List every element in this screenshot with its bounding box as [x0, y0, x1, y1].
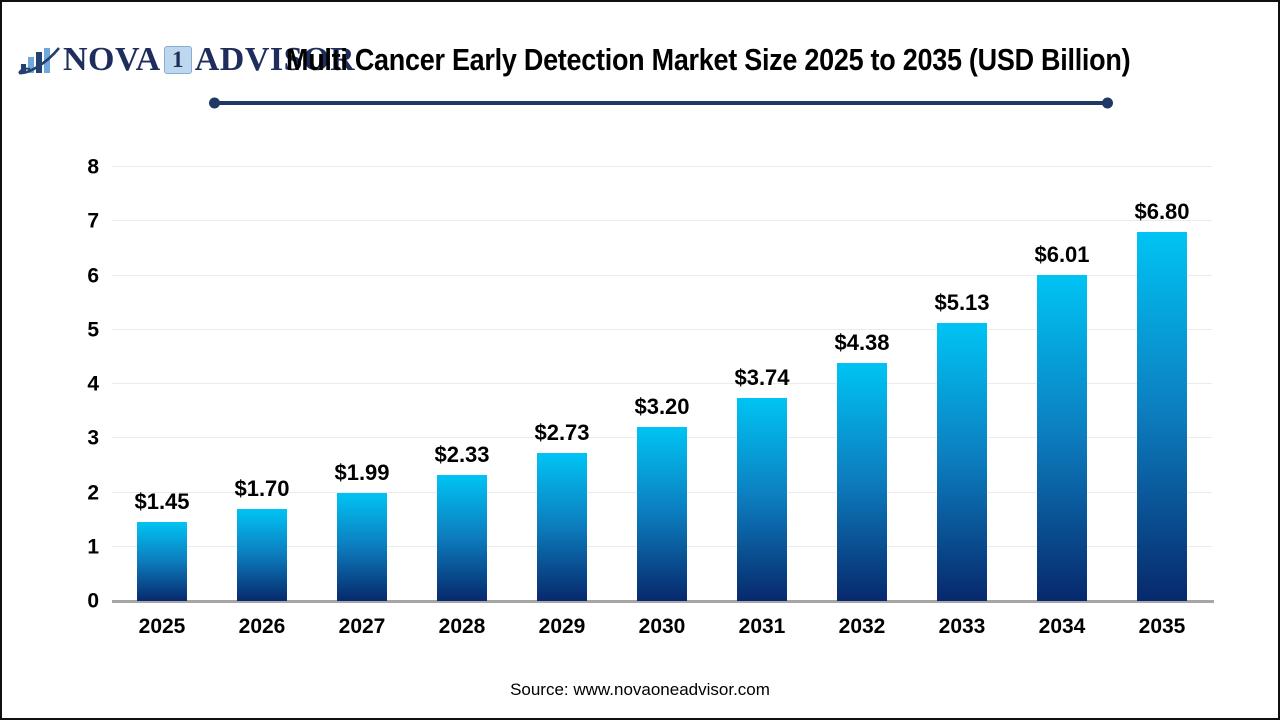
x-tick-label: 2029	[538, 615, 586, 638]
y-tick-label: 6	[87, 264, 99, 287]
bar-chart-swoosh-icon	[18, 47, 60, 75]
underline-right-dot	[1102, 97, 1113, 109]
bar-2026	[237, 508, 287, 601]
x-tick-label: 2032	[838, 615, 886, 638]
y-tick-label: 2	[87, 481, 99, 504]
bar-value-label: $2.73	[534, 419, 590, 445]
bar-2035	[1137, 232, 1187, 601]
bar-2029	[537, 452, 587, 601]
gridline	[112, 274, 1212, 276]
bar-value-label: $6.01	[1034, 241, 1090, 267]
bar-slot: $1.99	[312, 167, 412, 601]
logo-text-advisor: ADVISOR	[194, 41, 356, 78]
y-tick-label: 1	[87, 535, 99, 559]
bar-value-label: $2.33	[434, 441, 490, 467]
x-axis-labels: 2025 2026 2027 2028 2029 2030 2031 2032 2033 2034…	[112, 615, 1212, 639]
bar-slot: $1.45	[112, 167, 212, 601]
y-tick-label: 3	[87, 426, 99, 450]
bar-slot: $5.13	[912, 167, 1012, 601]
x-tick-label: 2034	[1038, 615, 1086, 638]
y-axis: 0 1 2 3 4 5 6 7 8	[2, 157, 99, 612]
bar-series: $1.45 $1.70 $1.99 $2.33 $2.73 $3.20 $3.74 $4.38…	[112, 167, 1212, 601]
gridline	[112, 166, 1212, 167]
y-tick-label: 8	[87, 155, 99, 179]
x-tick-label: 2025	[138, 615, 186, 638]
x-tick-label: 2035	[1138, 615, 1186, 638]
bar-2031	[737, 398, 787, 601]
bar-value-label: $6.80	[1134, 199, 1190, 225]
bar-2034	[1037, 274, 1087, 601]
bar-value-label: $4.38	[834, 330, 890, 356]
y-tick-label: 7	[87, 209, 99, 233]
bar-value-label: $1.70	[234, 475, 290, 501]
bar-slot: $6.80	[1112, 167, 1212, 601]
x-tick-label: 2026	[238, 615, 286, 638]
y-tick-label: 0	[87, 589, 99, 613]
gridline	[112, 220, 1212, 222]
novaone-advisor-logo: NOVA 1 ADVISOR	[18, 38, 355, 82]
bar-2025	[137, 522, 187, 601]
bar-value-label: $1.99	[334, 460, 390, 486]
x-tick-label: 2027	[338, 615, 386, 638]
bar-value-label: $3.20	[634, 394, 690, 420]
bar-2028	[437, 474, 487, 601]
gridline	[112, 383, 1212, 384]
y-tick-label: 4	[87, 372, 99, 396]
logo-text-nova: NOVA	[63, 41, 161, 78]
x-axis-line	[112, 600, 1214, 603]
chart-title: Multi Cancer Early Detection Market Size…	[286, 42, 1131, 77]
bar-value-label: $5.13	[934, 289, 990, 315]
bar-slot: $3.74	[712, 167, 812, 601]
bar-2030	[637, 427, 687, 601]
bar-value-label: $1.45	[134, 489, 190, 515]
logo-one-badge: 1	[163, 46, 192, 74]
bar-slot: $6.01	[1012, 167, 1112, 601]
gridline	[112, 328, 1212, 330]
underline-left-dot	[209, 97, 220, 109]
x-tick-label: 2030	[638, 615, 686, 638]
bar-slot: $1.70	[212, 167, 312, 601]
bar-slot: $2.73	[512, 167, 612, 601]
title-underline	[209, 97, 1113, 109]
source-note: Source: www.novaoneadvisor.com	[510, 680, 770, 699]
bar-2027	[337, 493, 387, 601]
bar-slot: $4.38	[812, 167, 912, 601]
x-tick-label: 2028	[438, 615, 486, 638]
bar-2033	[937, 322, 987, 601]
bar-slot: $2.33	[412, 167, 512, 601]
plot-area: $1.45 $1.70 $1.99 $2.33 $2.73 $3.20 $3.74 $4.38…	[112, 166, 1214, 603]
bar-2032	[837, 363, 887, 601]
x-tick-label: 2033	[938, 615, 986, 638]
x-tick-label: 2031	[738, 615, 786, 638]
y-tick-label: 5	[87, 318, 99, 342]
bar-value-label: $3.74	[734, 365, 790, 391]
bar-slot: $3.20	[612, 167, 712, 601]
